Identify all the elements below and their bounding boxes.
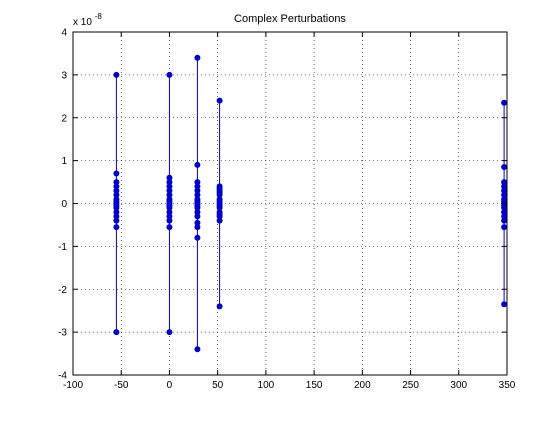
data-point [113, 71, 120, 78]
data-cluster [113, 71, 120, 336]
data-point [501, 99, 508, 106]
x-tick-label: 150 [306, 380, 323, 391]
y-tick-label: -4 [58, 371, 67, 382]
data-point [216, 217, 223, 224]
data-point [113, 170, 120, 177]
data-point [216, 303, 223, 310]
data-point [501, 301, 508, 308]
chart-title: Complex Perturbations [234, 13, 346, 25]
y-tick-label: -2 [58, 285, 67, 296]
y-axis-multiplier: x 10 -8 [73, 12, 102, 28]
data-point [501, 224, 508, 231]
tick-labels: -100 -50 0 50 100 150 200 250 300 350 -4 -3 -2 -1 0 1 2 3… [58, 28, 516, 392]
data-cluster [194, 54, 201, 353]
data-point [166, 71, 173, 78]
y-tick-label: 1 [61, 156, 67, 167]
grid [73, 32, 507, 375]
data-point [501, 217, 508, 224]
x-tick-label: 0 [167, 380, 173, 391]
data-point [194, 54, 201, 61]
x-tick-label: 50 [212, 380, 224, 391]
x-tick-label: 250 [402, 380, 419, 391]
y-tick-label: -3 [58, 328, 67, 339]
data-point [166, 224, 173, 231]
x-tick-label: 350 [499, 380, 516, 391]
y-tick-label: 3 [61, 70, 67, 81]
tick-marks [72, 31, 508, 376]
data-point [194, 161, 201, 168]
data-cluster [166, 71, 173, 336]
y-tick-label: 2 [61, 113, 67, 124]
x-tick-label: 200 [354, 380, 371, 391]
y-tick-label: 4 [61, 28, 67, 39]
data-point [113, 217, 120, 224]
data-point [113, 224, 120, 231]
data-cluster [216, 97, 223, 310]
data-point [501, 164, 508, 171]
data-point [194, 224, 201, 231]
x-tick-label: 300 [450, 380, 467, 391]
data-layer [113, 54, 508, 353]
x-tick-label: -50 [114, 380, 129, 391]
data-point [216, 97, 223, 104]
y-tick-label: 0 [61, 199, 67, 210]
data-point [113, 329, 120, 336]
data-point [194, 234, 201, 241]
x-tick-label: -100 [63, 380, 83, 391]
y-axis-multiplier-base: x 10 [73, 17, 92, 28]
data-point [194, 346, 201, 353]
data-point [166, 329, 173, 336]
y-axis-multiplier-exponent: -8 [95, 12, 103, 21]
data-point [194, 213, 201, 220]
x-tick-label: 100 [258, 380, 275, 391]
y-tick-label: -1 [58, 242, 67, 253]
data-point [166, 217, 173, 224]
